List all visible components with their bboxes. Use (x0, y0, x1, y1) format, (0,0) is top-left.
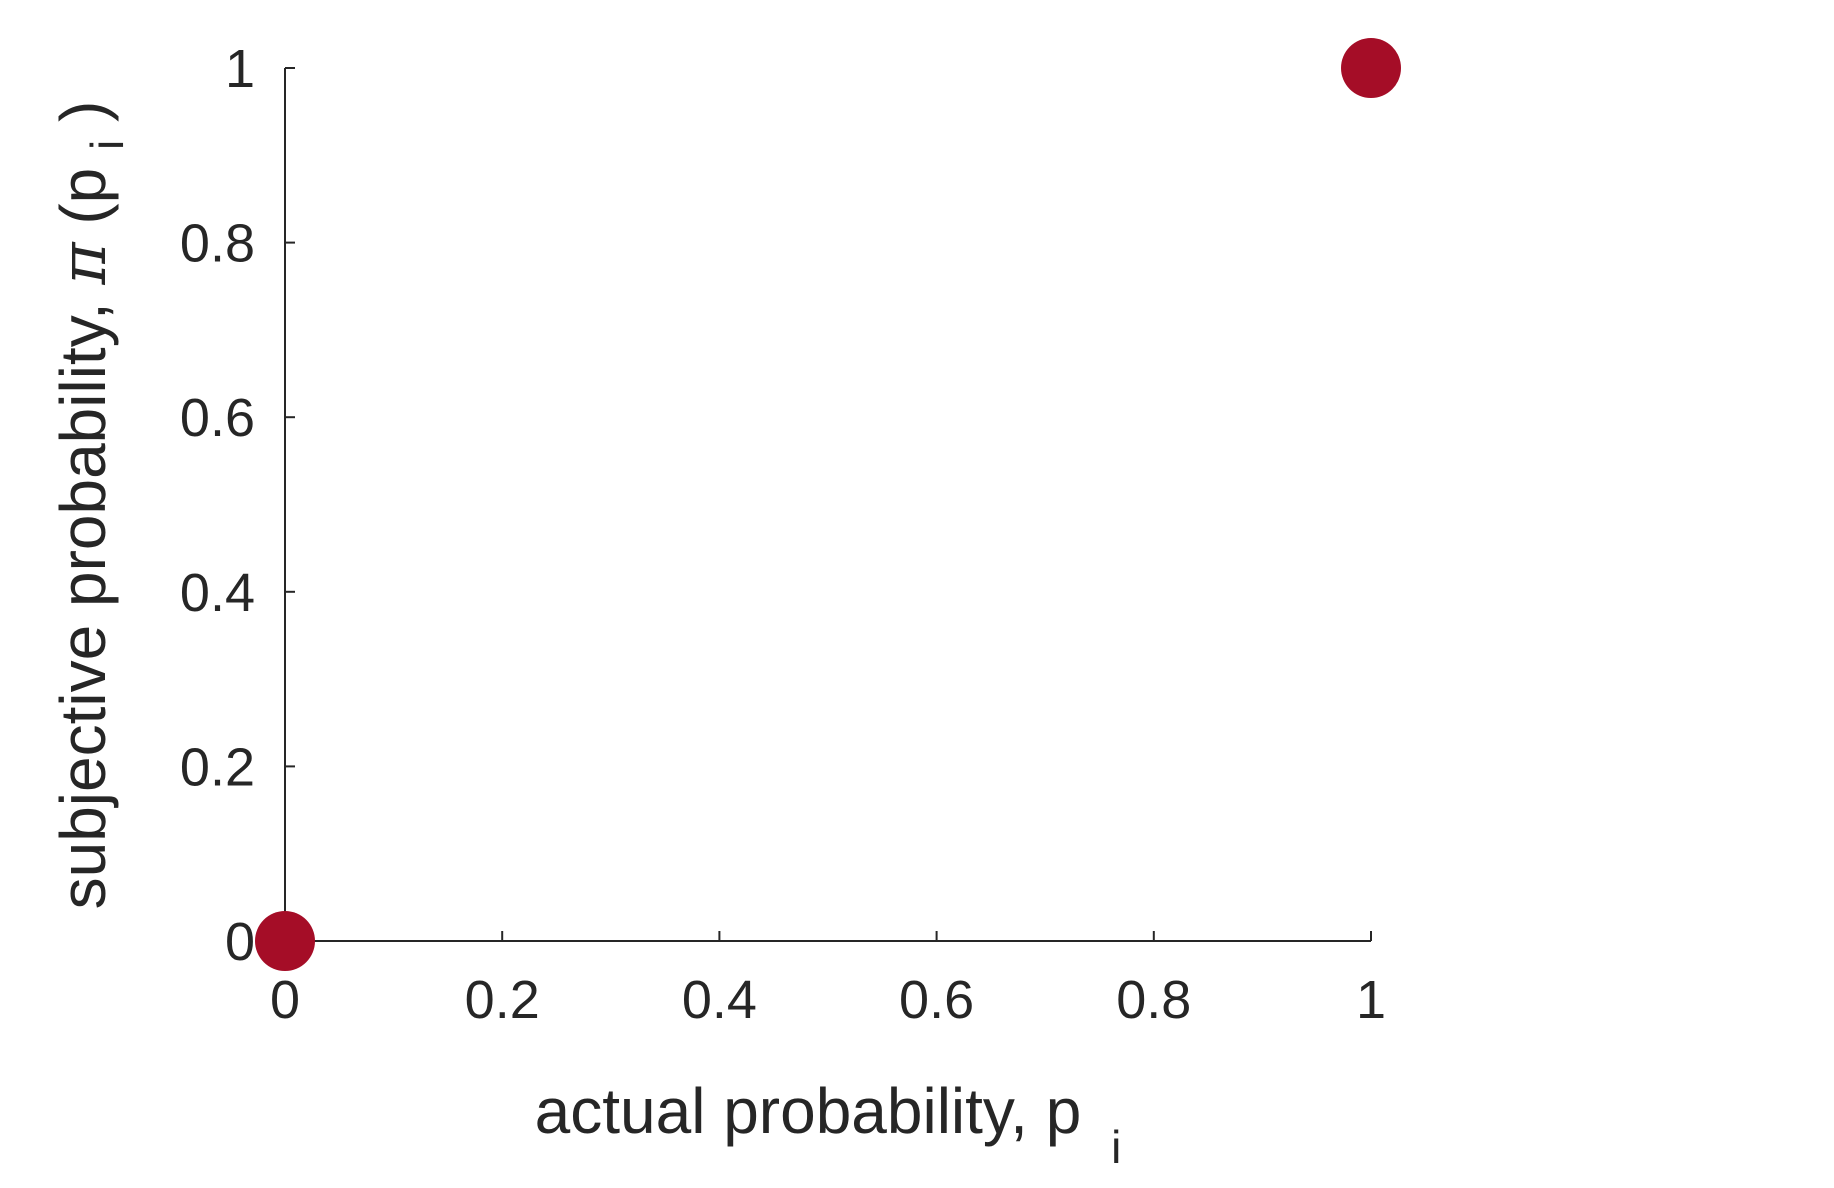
y-axis-label-open: (p (47, 168, 119, 225)
y-axis-label: subjective probability, π (p i ) (47, 101, 137, 910)
y-tick-label: 0.8 (180, 214, 255, 274)
y-tick-label: 1 (225, 39, 255, 99)
data-point (1341, 38, 1401, 98)
x-tick-label: 0.4 (682, 970, 757, 1030)
y-axis-label-close: ) (47, 101, 119, 122)
x-axis-label: actual probability, p i (535, 1075, 1122, 1173)
y-tick-label: 0.6 (180, 388, 255, 448)
x-tick-label: 0 (270, 970, 300, 1030)
x-tick-label: 1 (1356, 970, 1386, 1030)
x-tick-label: 0.6 (899, 970, 974, 1030)
y-axis-label-subscript: i (81, 140, 133, 150)
axes (284, 68, 1371, 942)
data-point (255, 911, 315, 971)
x-axis-label-subscript: i (1111, 1121, 1121, 1173)
y-axis-label-prefix: subjective probability, (47, 284, 119, 909)
y-tick-label: 0.2 (180, 737, 255, 797)
x-tick-label: 0.2 (465, 970, 540, 1030)
x-ticks: 0 0.2 0.4 0.6 0.8 1 (270, 931, 1386, 1030)
y-tick-label: 0 (225, 912, 255, 972)
y-ticks: 0 0.2 0.4 0.6 0.8 1 (180, 39, 295, 972)
y-tick-label: 0.4 (180, 563, 255, 623)
y-axis-label-symbol: π (47, 241, 121, 285)
x-axis-label-main: actual probability, p (535, 1075, 1082, 1147)
x-tick-label: 0.8 (1116, 970, 1191, 1030)
data-points (255, 38, 1401, 971)
